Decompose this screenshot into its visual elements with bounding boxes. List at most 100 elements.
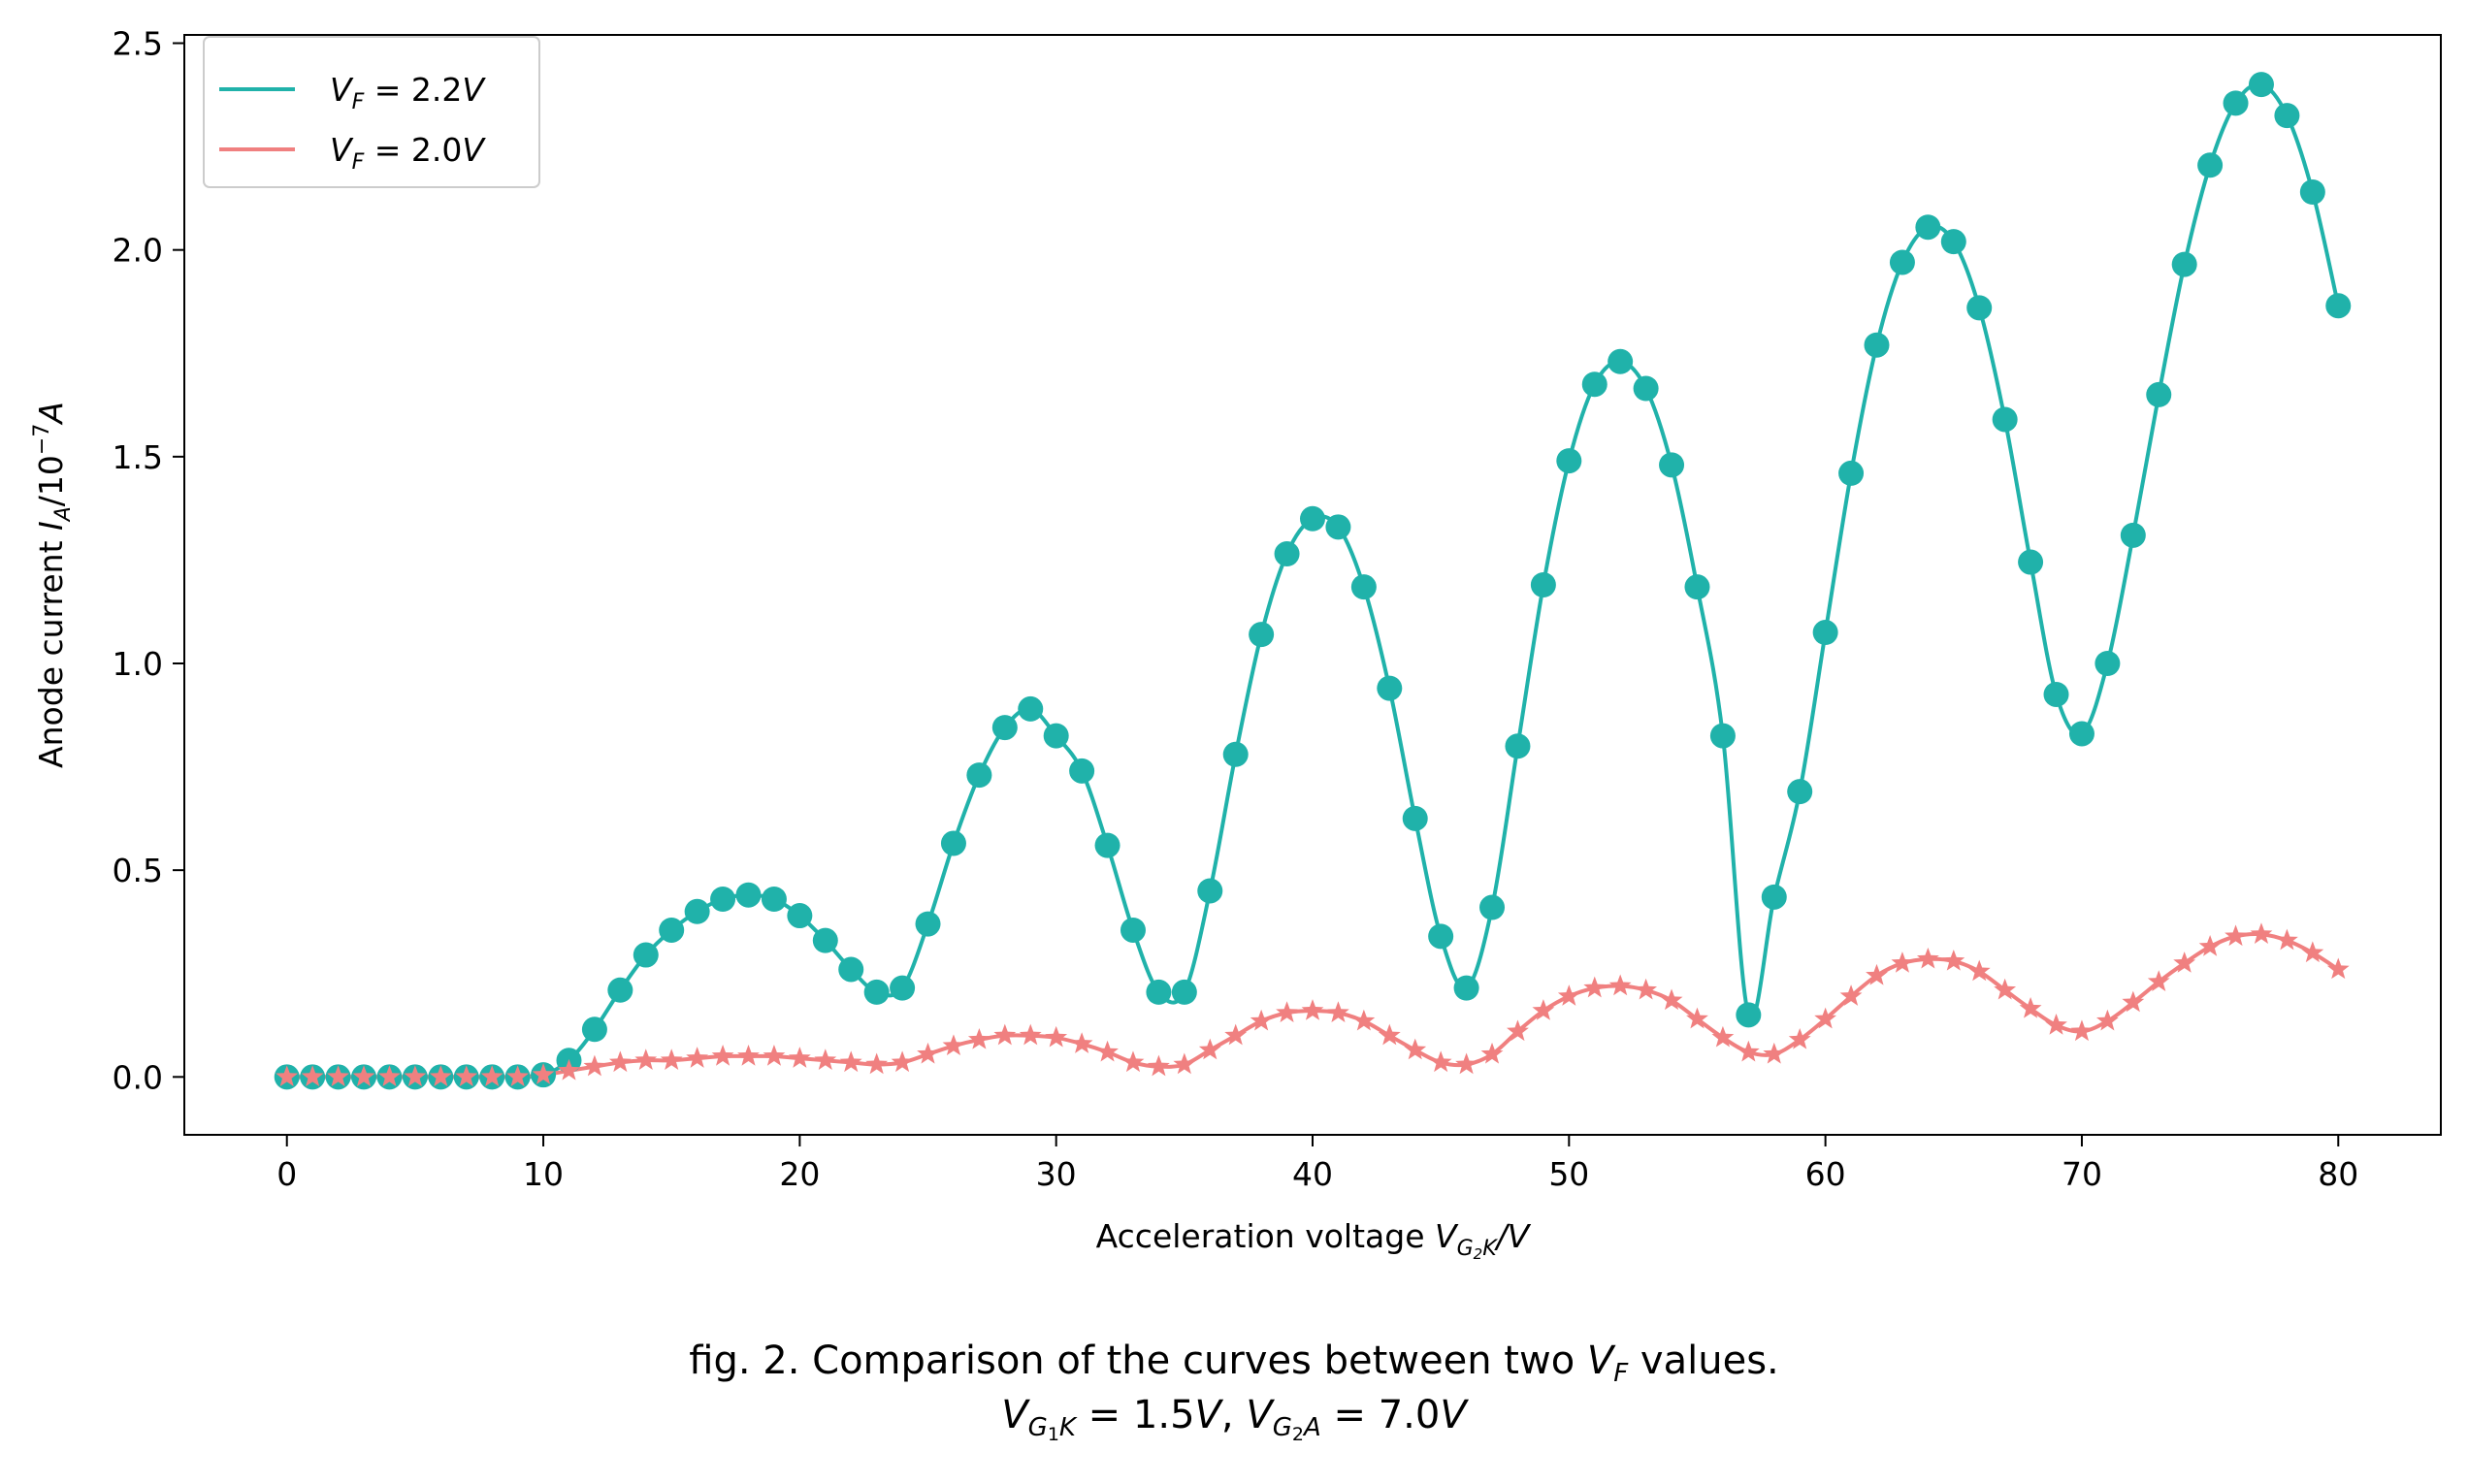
series-2-point (1608, 974, 1632, 996)
series-2-point (276, 1065, 299, 1087)
legend-label-series-2: VF = 2.0V (330, 131, 486, 175)
series-2-point (1532, 999, 1555, 1020)
series-1-point (1300, 505, 1325, 532)
series-2-point (2198, 935, 2222, 956)
fit-curves (286, 81, 2341, 1080)
series-2-point (506, 1065, 530, 1087)
series-1-point (1146, 979, 1172, 1005)
series-1-point (1530, 572, 1556, 597)
series-2-point (1557, 984, 1580, 1006)
series-2-point (1096, 1040, 1119, 1062)
series-2-point (1737, 1040, 1760, 1062)
legend-label-series-1: VF = 2.2V (330, 71, 486, 114)
series-2-point (1045, 1025, 1068, 1048)
series-2-point (1711, 1025, 1735, 1048)
series-1-point (966, 762, 992, 789)
series-1-point (2146, 381, 2172, 407)
series-2-point (711, 1045, 734, 1066)
series-1-point (787, 903, 813, 929)
series-2-point (1916, 947, 1939, 969)
series-2-point (455, 1065, 478, 1087)
x-tick-label: 10 (523, 1155, 564, 1193)
series-2-point (1198, 1038, 1221, 1060)
series-1-point (1992, 406, 2018, 433)
series-2-point (1866, 963, 1888, 985)
series-1-point (1966, 295, 1993, 321)
series-2-point (583, 1054, 606, 1077)
series-1-point (633, 942, 659, 968)
series-2-point (1429, 1050, 1452, 1073)
series-1-point (2299, 179, 2325, 205)
series-1-point (1889, 249, 1915, 275)
x-axis-title: Acceleration voltage VG2K/V (1096, 1217, 1532, 1263)
series-2-point (2224, 924, 2247, 947)
series-2-point (2276, 928, 2298, 951)
series-1-point (1377, 675, 1403, 701)
series-1-point (1709, 723, 1736, 749)
series-1-point (1607, 348, 1634, 374)
series-2-point (1480, 1042, 1504, 1064)
series-1-point (2325, 293, 2352, 319)
series-2-point (378, 1065, 401, 1087)
series-1-point (1864, 332, 1890, 358)
series-2-point (2095, 1009, 2119, 1031)
series-1-point (1428, 923, 1454, 950)
series-2-point (1455, 1052, 1478, 1075)
y-tick-label: 1.5 (113, 438, 163, 476)
series-1-point (761, 887, 787, 912)
series-1-point (915, 911, 941, 937)
series-1-point (940, 830, 966, 856)
series-1-point (812, 927, 838, 953)
series-1-point (735, 882, 762, 908)
series-2-point (865, 1052, 889, 1075)
series-2-point (993, 1023, 1017, 1046)
y-axis-ticks: 0.0 0.5 1.0 1.5 2.0 2.5 (113, 25, 184, 1096)
x-tick-label: 30 (1036, 1155, 1077, 1193)
series-2-point (1301, 999, 1324, 1020)
series-2-point (352, 1065, 375, 1087)
series-1-point (1556, 448, 1582, 474)
series-2-point (327, 1065, 349, 1087)
series-2-point (2147, 970, 2170, 991)
series-1-point (581, 1016, 607, 1043)
series-2-point (891, 1050, 914, 1073)
series-1-point (1659, 452, 1685, 478)
x-tick-label: 80 (2318, 1155, 2358, 1193)
series-1-point (1249, 622, 1275, 648)
series-2-point (1507, 1019, 1529, 1042)
series-2-point (404, 1065, 427, 1087)
series-2-point (1635, 978, 1658, 1000)
series-2-point (1019, 1023, 1042, 1046)
series-1-point (1350, 574, 1377, 600)
series-1-point (2120, 522, 2146, 548)
series-1-point (1402, 805, 1428, 831)
series-2-point (1942, 949, 1965, 971)
series-2-point (1814, 1007, 1837, 1029)
series-2-point (532, 1063, 555, 1084)
plot-frame (183, 34, 2442, 1136)
y-tick-label: 2.0 (113, 232, 163, 270)
y-tick-label: 0.5 (113, 852, 163, 889)
series-2-point (1173, 1052, 1196, 1075)
series-2-point (2250, 922, 2273, 944)
series-1-point (1940, 229, 1966, 255)
series-1-point (2248, 72, 2274, 98)
series-1-point (1325, 514, 1351, 540)
series-2-point (942, 1034, 965, 1056)
series-2-point (763, 1045, 786, 1066)
series-2-point (814, 1048, 837, 1070)
series-1-point (1761, 884, 1787, 910)
series-2-point (2326, 957, 2350, 980)
series-2-point (917, 1042, 939, 1064)
x-tick-label: 70 (2062, 1155, 2102, 1193)
series-1-point (2018, 549, 2044, 575)
series-1-point (1171, 979, 1197, 1005)
series-2-point (1121, 1050, 1145, 1073)
series-2-point (1788, 1027, 1811, 1049)
series-2-point (1148, 1054, 1170, 1077)
series-1-point (607, 977, 633, 1003)
series-2-point (686, 1047, 709, 1068)
series-2-point (1276, 1001, 1298, 1022)
series-1-point (1197, 878, 1223, 904)
series-1-point (1043, 723, 1069, 749)
